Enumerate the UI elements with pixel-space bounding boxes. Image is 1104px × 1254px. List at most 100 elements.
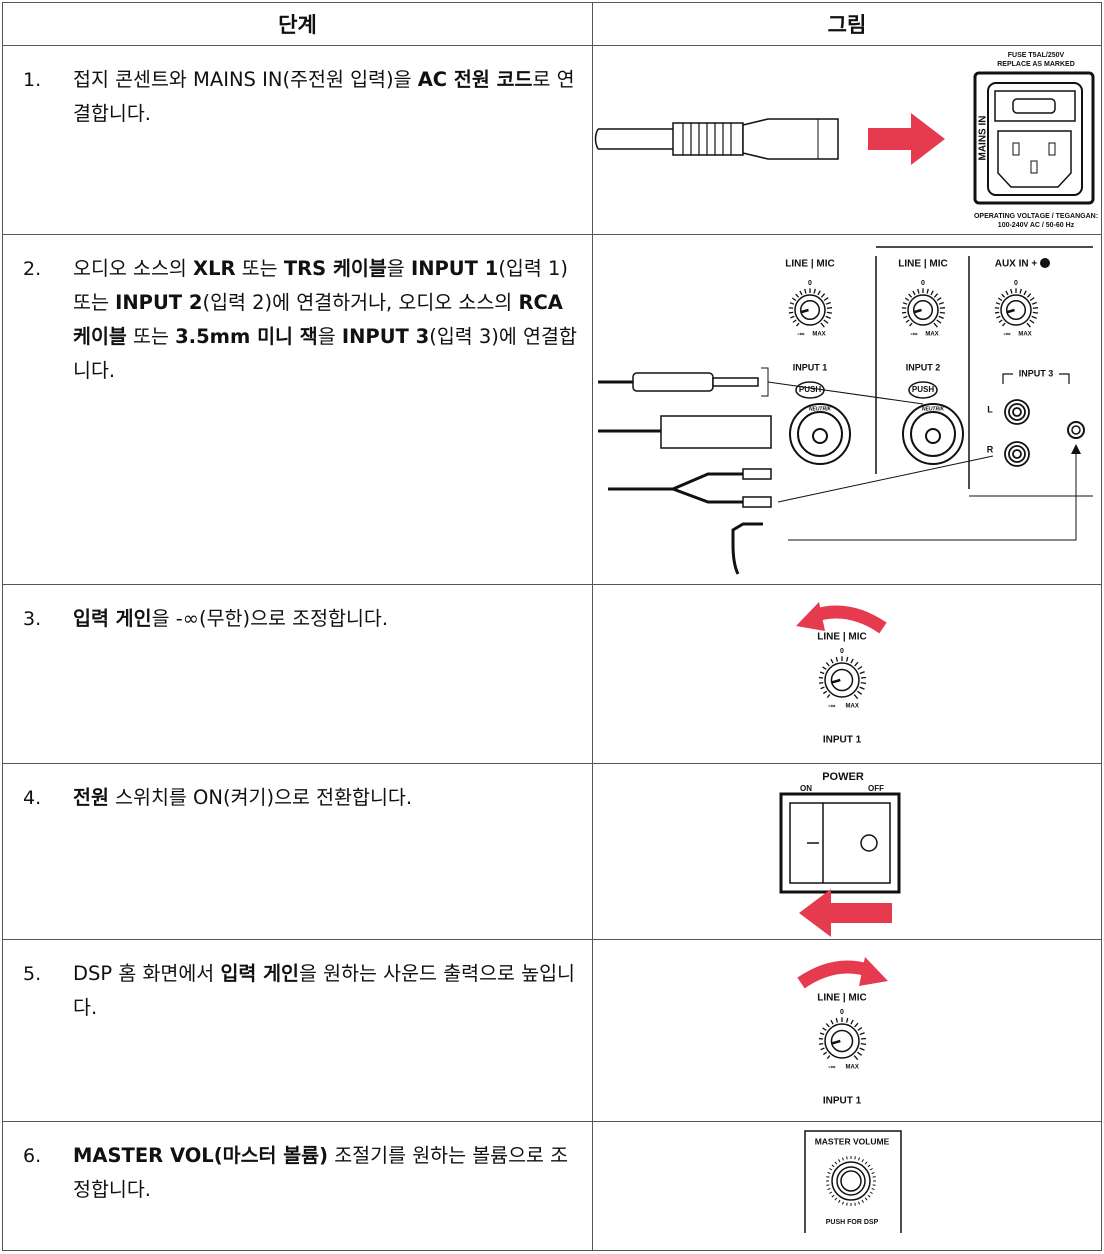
knob-tick [1033, 312, 1038, 313]
text-run: INPUT 2 [115, 291, 202, 314]
knob-tick [819, 1044, 823, 1045]
text-run: AC 전원 코드 [418, 68, 533, 91]
knob-tick [940, 308, 945, 309]
label: REPLACE AS MARKED [997, 61, 1075, 68]
label: NEUTRIK [922, 406, 945, 412]
mini-cable [733, 524, 763, 574]
knob-tick [824, 320, 828, 323]
knob-tick [851, 1020, 853, 1024]
knob-tick [873, 1185, 876, 1186]
knob-tick [836, 1018, 837, 1022]
text-run: INPUT 3 [342, 325, 429, 348]
text-run: XLR [193, 257, 235, 280]
knob-tick [839, 1159, 841, 1162]
knob-tick [847, 1018, 848, 1023]
knob-tick [835, 1198, 837, 1200]
text-run: 스위치를 ON(켜기)으로 전환합니다. [109, 786, 412, 809]
knob-tick [934, 294, 937, 298]
knob-tick [909, 294, 912, 297]
knob-tick [910, 323, 913, 326]
knob-tick [820, 1033, 824, 1034]
knob-tick [821, 1048, 825, 1050]
knob-tick [842, 1158, 843, 1161]
xlr-plug [661, 416, 771, 448]
knob-tick [826, 302, 831, 304]
knob-tick [835, 1162, 837, 1164]
label: INPUT 2 [906, 362, 941, 372]
knob-tick [805, 289, 806, 293]
rca-cable [608, 474, 743, 502]
knob-tick [1033, 308, 1038, 309]
knob-tick [847, 1203, 848, 1206]
step-row: 6.MASTER VOL(마스터 볼륨) 조절기를 원하는 볼륨으로 조정합니다… [2, 1121, 1102, 1251]
text-run: TRS 케이블 [284, 257, 387, 280]
label: MAX [846, 1065, 859, 1071]
knob-tick [870, 1192, 873, 1194]
knob-tick [858, 667, 862, 670]
label: POWER [822, 771, 864, 783]
knob-tick [918, 289, 919, 293]
knob-tick [854, 695, 857, 699]
knob-tick [860, 687, 865, 689]
step-cell: 2.오디오 소스의 XLR 또는 TRS 케이블을 INPUT 1(입력 1) … [3, 234, 593, 584]
arrow-head [796, 602, 825, 631]
text-run: 오디오 소스의 [73, 257, 193, 280]
knob-tick [872, 1189, 875, 1190]
knob-tick [861, 1038, 866, 1039]
knob-tick [861, 677, 866, 678]
knob-tick [860, 1033, 865, 1035]
pointer [768, 382, 923, 404]
knob-tick [793, 320, 796, 322]
knob-tick [999, 320, 1002, 322]
text-run: 또는 [127, 325, 175, 348]
knob-tick [821, 687, 825, 689]
label: LINE | MIC [817, 632, 866, 643]
label: 0 [921, 280, 925, 287]
knob-tick [937, 298, 941, 301]
label: MAX [1018, 332, 1031, 338]
knob-inner [1007, 301, 1026, 320]
text-run: 입력 게인 [220, 962, 299, 985]
label: -∞ [828, 1064, 835, 1071]
knob-tick [842, 1202, 843, 1205]
plug [743, 119, 838, 159]
label: MAINS IN [978, 116, 989, 161]
knob-tick [860, 1048, 865, 1050]
arrow-head [859, 957, 888, 986]
knob-tick [851, 659, 853, 663]
label: AUX IN + [995, 259, 1038, 270]
knob-tick [934, 323, 937, 327]
header-cell: 단계 [3, 3, 593, 45]
arrow-head [911, 113, 945, 165]
knob-tick [819, 683, 823, 684]
pointer-head [1071, 444, 1081, 454]
step-text: 입력 게인을 -∞(무한)으로 조정합니다. [73, 602, 583, 636]
knob-tick [905, 298, 909, 300]
label: MAX [812, 332, 825, 338]
knob-tick [826, 1024, 829, 1027]
label: -∞ [797, 331, 804, 338]
step-text: MASTER VOL(마스터 볼륨) 조절기를 원하는 볼륨으로 조정합니다. [73, 1139, 583, 1207]
knob-tick [998, 298, 1002, 300]
step-cell: 6.MASTER VOL(마스터 볼륨) 조절기를 원하는 볼륨으로 조정합니다… [3, 1121, 593, 1250]
knob-inner [801, 301, 820, 320]
combo-hole [926, 429, 940, 443]
step-row: 1.접지 콘센트와 MAINS IN(주전원 입력)을 AC 전원 코드로 연결… [2, 45, 1102, 235]
text-run: 접지 콘센트와 MAINS IN(주전원 입력)을 [73, 68, 418, 91]
step-cell: 4.전원 스위치를 ON(켜기)으로 전환합니다. [3, 763, 593, 939]
knob-inner [831, 669, 852, 690]
mini-hole [1072, 426, 1080, 434]
knob-tick [826, 1177, 829, 1178]
knob-tick [820, 672, 824, 673]
knob-tick [832, 1165, 834, 1167]
text-run: 을 -∞(무한)으로 조정합니다. [152, 607, 389, 630]
